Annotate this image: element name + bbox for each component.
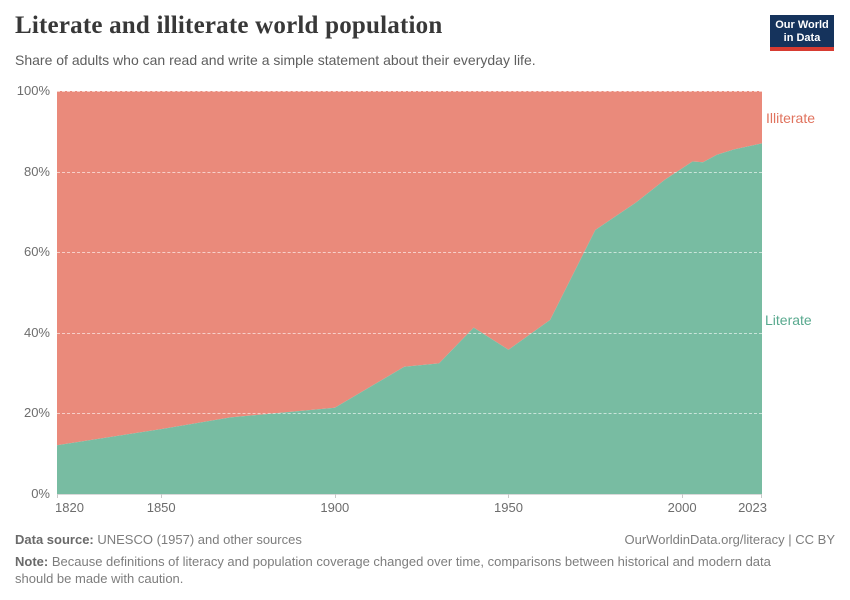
- area-literate: [57, 143, 762, 494]
- series-label-literate: Literate: [765, 312, 812, 328]
- page-title: Literate and illiterate world population: [15, 12, 443, 39]
- x-axis-label: 1950: [494, 500, 523, 515]
- footer-note: Note: Because definitions of literacy an…: [15, 553, 780, 587]
- y-axis-label: 60%: [23, 244, 50, 260]
- y-axis-label: 20%: [23, 405, 50, 421]
- chart-subtitle: Share of adults who can read and write a…: [15, 52, 536, 68]
- x-axis-tick: [57, 494, 58, 498]
- owid-logo-line1: Our World: [775, 19, 829, 31]
- x-axis-tick: [508, 494, 510, 498]
- footer-source-row: Data source: UNESCO (1957) and other sou…: [15, 532, 835, 547]
- data-source-text: Data source: UNESCO (1957) and other sou…: [15, 532, 302, 547]
- owid-logo-line2: in Data: [783, 32, 821, 44]
- note-text: Because definitions of literacy and popu…: [15, 554, 771, 586]
- x-axis-label: 1900: [320, 500, 350, 515]
- y-axis-label: 80%: [23, 163, 50, 179]
- gridline: [57, 171, 762, 173]
- x-axis-label: 1820: [55, 500, 84, 515]
- y-axis-label: 40%: [23, 324, 50, 340]
- note-label: Note:: [15, 554, 49, 569]
- gridline: [57, 332, 762, 334]
- y-axis-label: 0%: [31, 486, 50, 501]
- data-source-label: Data source:: [15, 532, 94, 547]
- stacked-area-chart: [57, 91, 762, 494]
- data-source-value: UNESCO (1957) and other sources: [93, 532, 302, 547]
- gridline: [57, 252, 762, 254]
- x-axis-label: 2023: [738, 500, 767, 515]
- owid-logo[interactable]: Our World in Data: [770, 15, 834, 51]
- series-label-illiterate: Illiterate: [766, 110, 816, 126]
- gridline: [57, 91, 762, 92]
- area-illiterate: [57, 91, 762, 446]
- x-axis-label: 1850: [146, 500, 176, 515]
- x-axis-tick: [334, 494, 336, 498]
- x-axis-line: [57, 494, 762, 495]
- x-axis-tick: [161, 494, 163, 498]
- x-axis-tick: [761, 494, 762, 498]
- credit-link[interactable]: OurWorldinData.org/literacy | CC BY: [624, 532, 835, 547]
- x-axis-label: 2000: [667, 500, 697, 515]
- plot-area: [57, 91, 762, 494]
- x-axis-tick: [682, 494, 684, 498]
- y-axis-label: 100%: [16, 83, 50, 98]
- chart-footer: Data source: UNESCO (1957) and other sou…: [15, 532, 835, 587]
- gridline: [57, 413, 762, 415]
